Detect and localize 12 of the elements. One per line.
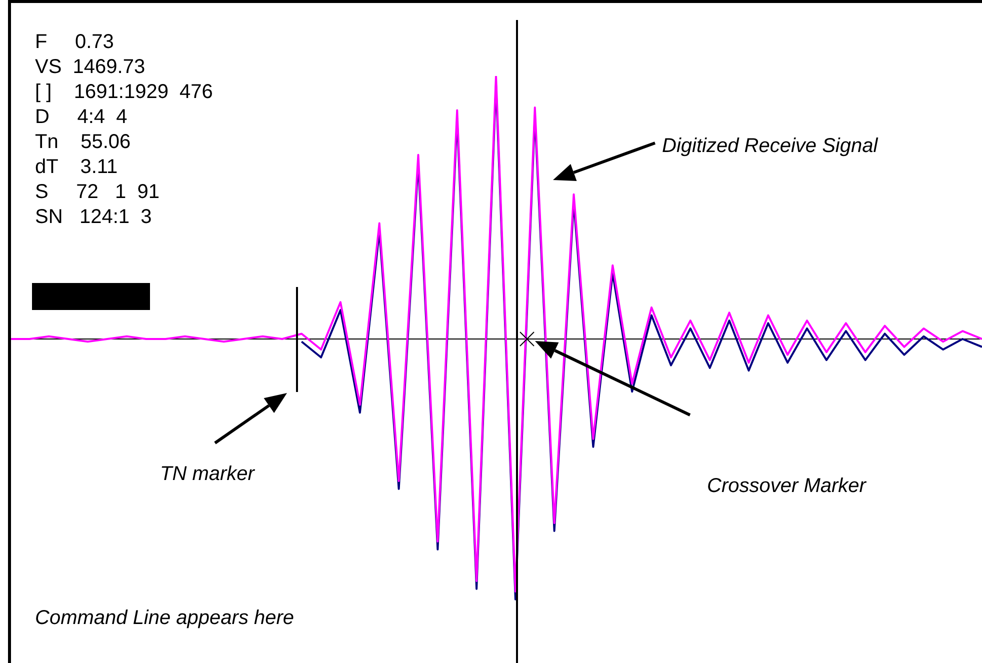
annotation: SN 124:1 3 [35,205,152,229]
annotation: VS 1469.73 [35,55,146,79]
annotation: [ ] 1691:1929 476 [35,80,213,104]
annotation: Tn 55.06 [35,130,131,154]
annotation: D 4:4 4 [35,105,128,129]
annotation: TN marker [160,462,254,486]
text: Command Line appears here [35,606,294,630]
annotation: Digitized Receive Signal [662,134,878,158]
annotation: dT 3.11 [35,155,118,179]
annotation: S 72 1 91 [35,180,160,204]
text: F 0.73 [35,30,114,54]
annotation: Crossover Marker [707,474,866,498]
